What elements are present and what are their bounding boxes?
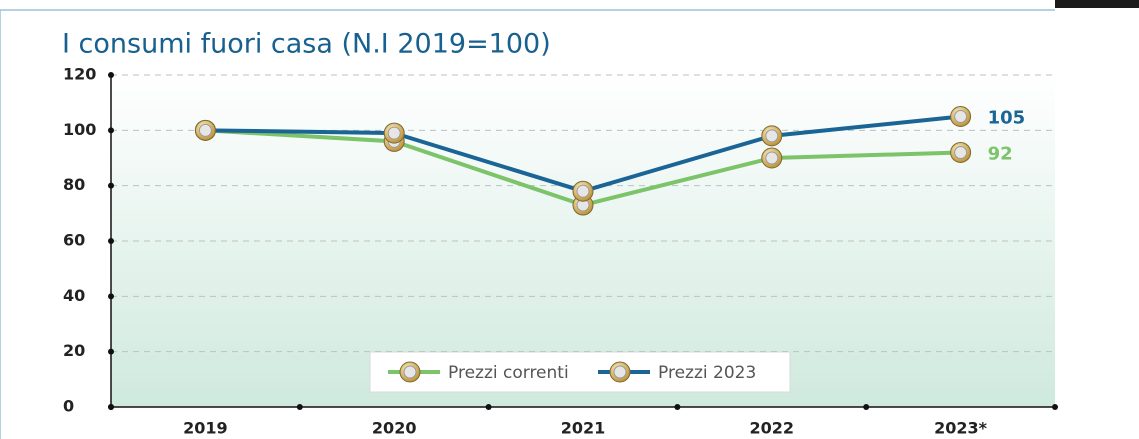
legend: Prezzi correnti Prezzi 2023 (370, 352, 790, 392)
y-tick-label: 120 (63, 65, 96, 84)
y-tick-label: 100 (63, 120, 96, 139)
marker (762, 148, 782, 168)
chart-title: I consumi fuori casa (N.I 2019=100) (62, 29, 551, 60)
x-axis-dot (674, 404, 680, 410)
x-tick-label: 2019 (183, 419, 228, 438)
coin-inner (766, 152, 778, 164)
x-axis-dot (108, 404, 114, 410)
x-axis-dot (486, 404, 492, 410)
data-label: 92 (988, 143, 1013, 164)
x-tick-label: 2021 (561, 419, 606, 438)
x-axis-dot (1052, 404, 1058, 410)
y-tick-label: 0 (63, 397, 74, 416)
marker (195, 120, 215, 140)
y-tick-label: 80 (63, 175, 85, 194)
y-tick-label: 60 (63, 231, 85, 250)
x-tick-label: 2020 (372, 419, 417, 438)
coin-inner (199, 124, 211, 136)
coin-inner (766, 130, 778, 142)
coin-inner (388, 127, 400, 139)
corner-decoration (1055, 0, 1139, 8)
data-label: 105 (988, 108, 1026, 129)
coin-inner (577, 185, 589, 197)
x-axis-dot (297, 404, 303, 410)
legend-label: Prezzi 2023 (658, 363, 756, 383)
marker (610, 362, 630, 382)
marker (951, 142, 971, 162)
y-tick-label: 20 (63, 341, 85, 360)
coin-inner (404, 366, 416, 378)
marker (573, 181, 593, 201)
x-tick-label: 2023* (934, 419, 988, 438)
y-tick-label: 40 (63, 286, 85, 305)
marker (951, 107, 971, 127)
coin-inner (955, 146, 967, 158)
marker (384, 123, 404, 143)
legend-label: Prezzi correnti (448, 363, 569, 383)
marker (400, 362, 420, 382)
chart: I consumi fuori casa (N.I 2019=100) Prez… (0, 0, 1139, 439)
x-axis-dot (863, 404, 869, 410)
marker (762, 126, 782, 146)
coin-inner (955, 111, 967, 123)
coin-inner (614, 366, 626, 378)
x-tick-label: 2022 (750, 419, 795, 438)
